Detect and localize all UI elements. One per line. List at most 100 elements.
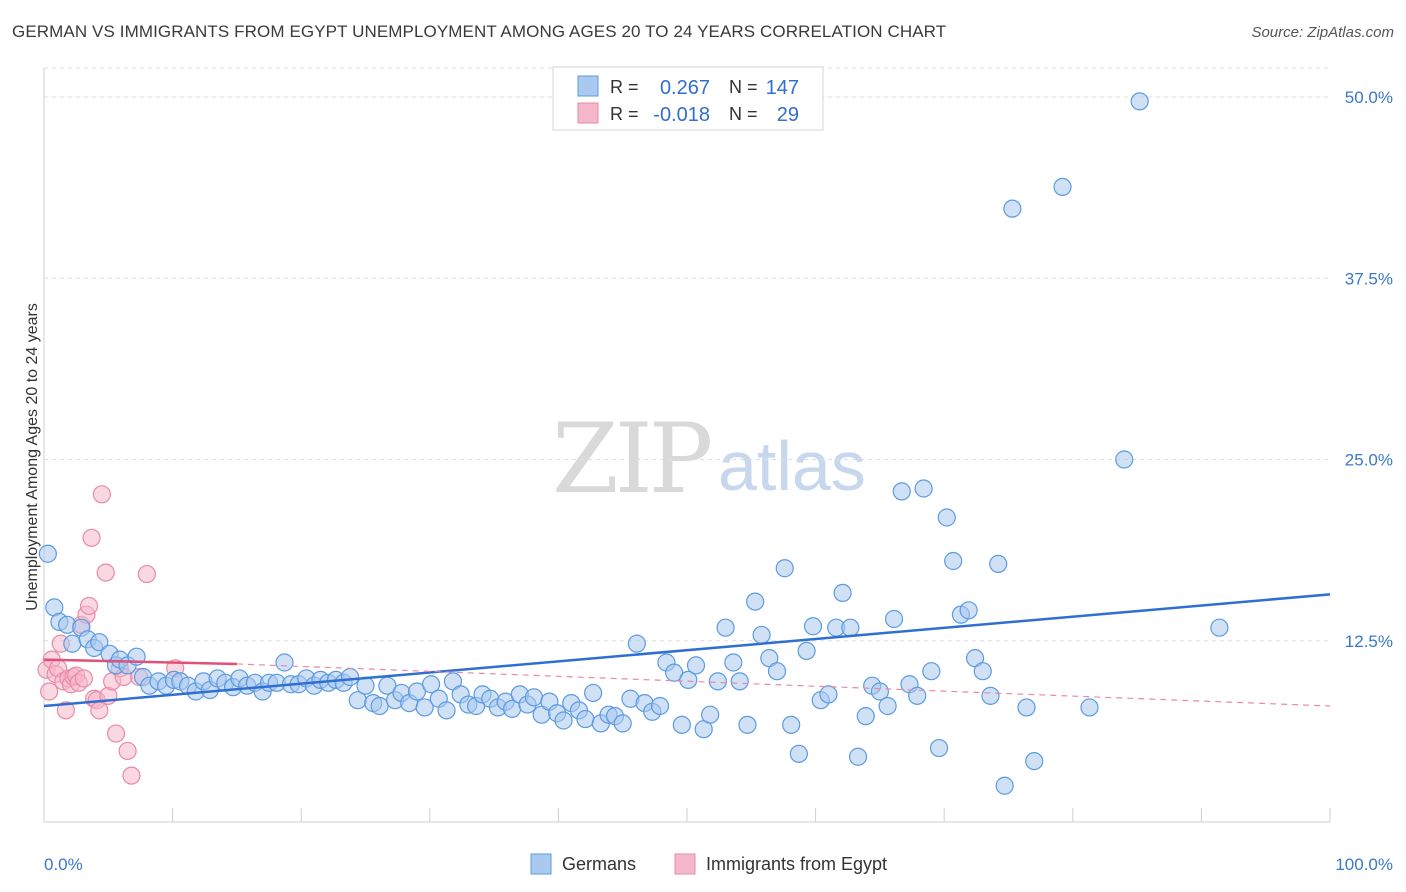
legend-swatch-germans: [577, 75, 599, 97]
germans-point-75: [584, 683, 603, 703]
germans-point-123: [937, 508, 956, 527]
legend-r-label-germans: R =: [610, 77, 639, 97]
germans-point-102: [782, 715, 801, 734]
germans-point-112: [856, 707, 875, 726]
egypt-point-31: [137, 564, 156, 584]
germans-point-4: [63, 634, 82, 653]
germans-point-128: [973, 662, 992, 681]
germans-point-55: [437, 701, 456, 720]
y-tick-label-3: 50.0%: [1345, 88, 1393, 107]
grid-lines: [44, 67, 1330, 642]
legend-r-label-egypt: R =: [610, 104, 639, 124]
y-tick-label-0: 12.5%: [1345, 632, 1393, 651]
germans-point-92: [708, 672, 727, 691]
germans-point-87: [672, 715, 691, 734]
legend-r-value-germans: 0.267: [660, 77, 710, 99]
watermark: ZIP atlas: [552, 403, 866, 515]
legend-box: R = 0.267 N = 147 R = -0.018 N = 29: [552, 66, 824, 131]
germans-point-67: [524, 688, 544, 707]
germans-point-126: [959, 601, 978, 620]
germans-point-104: [797, 641, 816, 661]
germans-point-116: [884, 609, 904, 629]
germans-point-42: [340, 667, 360, 687]
germans-point-137: [1115, 450, 1134, 469]
germans-point-134: [1025, 751, 1044, 771]
germans-point-97: [746, 592, 765, 611]
germans-point-119: [908, 686, 927, 705]
y-tick-labels: 12.5% 25.0% 37.5% 50.0%: [1345, 88, 1393, 651]
germans-point-91: [701, 705, 720, 724]
legend-n-label-germans: N =: [729, 77, 758, 97]
legend-swatch-egypt: [577, 102, 599, 124]
germans-point-124: [944, 551, 963, 571]
germans-point-86: [665, 663, 684, 682]
egypt-point-17: [82, 528, 101, 547]
germans-point-110: [841, 618, 860, 637]
germans-point-133: [1017, 698, 1036, 717]
germans-trend-line: [43, 593, 1331, 708]
egypt-point-16: [79, 596, 99, 616]
germans-point-132: [1003, 199, 1022, 218]
y-axis-label: Unemployment Among Ages 20 to 24 years: [24, 303, 41, 611]
trend-lines: [43, 593, 1331, 708]
y-tick-label-2: 37.5%: [1345, 269, 1393, 288]
watermark-atlas: atlas: [718, 427, 866, 505]
germans-point-109: [833, 583, 852, 603]
bottom-legend-swatch-egypt: [674, 853, 696, 875]
germans-point-139: [1210, 618, 1229, 637]
germans-point-136: [1080, 698, 1099, 717]
egypt-point-22: [96, 563, 115, 582]
germans-point-115: [878, 696, 897, 716]
egypt-point-29: [122, 766, 141, 785]
germans-point-95: [730, 672, 749, 691]
germans-point-89: [686, 656, 706, 675]
germans-point-138: [1130, 92, 1149, 111]
germans-point-121: [922, 662, 941, 681]
legend-n-label-egypt: N =: [729, 104, 758, 124]
bottom-legend-swatch-germans: [530, 853, 552, 875]
germans-point-0: [38, 544, 57, 563]
germans-point-107: [819, 685, 838, 704]
x-tick-label-max: 100.0%: [1335, 855, 1393, 874]
egypt-point-7: [56, 701, 75, 720]
germans-point-117: [892, 482, 911, 501]
germans-point-52: [415, 698, 434, 717]
germans-point-105: [803, 617, 823, 636]
germans-point-94: [724, 653, 743, 672]
germans-point-33: [275, 653, 294, 672]
germans-point-8: [90, 633, 109, 652]
germans-point-79: [613, 714, 632, 733]
egypt-point-28: [118, 741, 137, 761]
series-germans-points: [38, 92, 1229, 795]
germans-point-71: [554, 711, 573, 730]
egypt-point-14: [74, 669, 93, 688]
germans-point-74: [576, 709, 595, 729]
germans-point-96: [738, 715, 757, 734]
germans-point-51: [407, 682, 427, 701]
germans-point-46: [370, 696, 389, 716]
germans-point-111: [848, 747, 868, 766]
germans-point-114: [870, 682, 890, 701]
germans-point-130: [989, 554, 1008, 574]
legend-n-value-egypt: 29: [777, 104, 799, 126]
x-tick-label-min: 0.0%: [44, 855, 83, 874]
germans-point-53: [421, 675, 441, 694]
legend-n-value-germans: 147: [766, 77, 799, 99]
bottom-legend: Germans Immigrants from Egypt: [530, 853, 887, 875]
bottom-legend-label-germans: Germans: [562, 854, 636, 874]
germans-point-120: [914, 479, 933, 498]
chart-source: Source: ZipAtlas.com: [1251, 24, 1394, 41]
germans-point-93: [716, 618, 735, 637]
germans-point-103: [789, 744, 808, 763]
x-axis-ticks: [43, 808, 1331, 822]
legend-r-value-egypt: -0.018: [653, 104, 710, 126]
chart-title: GERMAN VS IMMIGRANTS FROM EGYPT UNEMPLOY…: [12, 22, 947, 41]
germans-point-100: [767, 662, 787, 681]
germans-point-84: [650, 696, 670, 716]
y-tick-label-1: 25.0%: [1345, 451, 1393, 470]
germans-point-81: [627, 634, 646, 653]
germans-point-122: [929, 738, 949, 758]
series-egypt-points: [37, 485, 185, 785]
germans-point-98: [752, 625, 771, 645]
germans-point-101: [775, 559, 794, 578]
